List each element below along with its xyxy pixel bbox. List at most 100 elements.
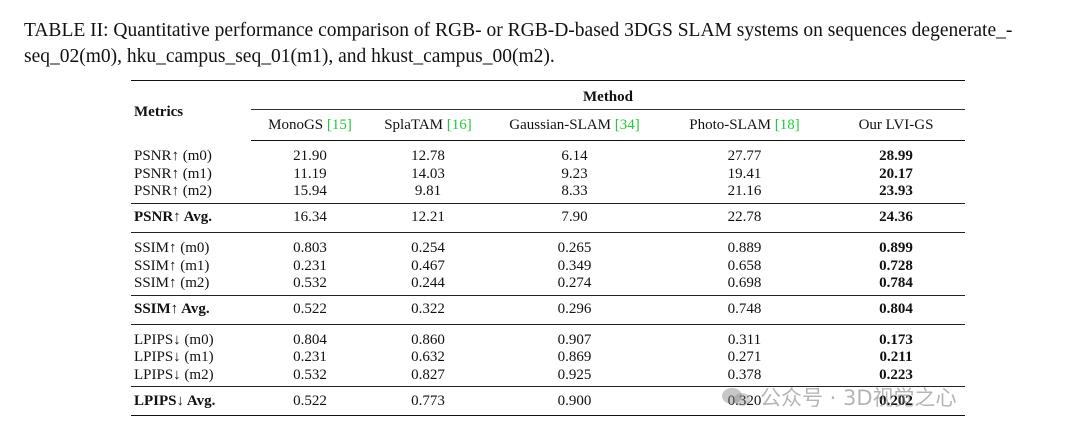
value-cell: 11.19 <box>293 165 327 182</box>
value-cell: 0.311 <box>727 331 762 348</box>
average-value-cell: 0.748 <box>662 295 827 325</box>
value-cell: 0.658 <box>727 257 762 274</box>
table-row: PSNR↑ (m0) 21.90 12.78 6.14 27.77 28.99 <box>131 141 965 166</box>
value-cell: 0.889 <box>727 240 762 257</box>
metric-label: PSNR↑ (m1) <box>134 165 212 182</box>
value-cell: 0.265 <box>557 240 592 257</box>
table-row: LPIPS↓ (m0) 0.804 0.860 0.907 0.311 0.173 <box>131 324 965 349</box>
value-cell: 0.231 <box>293 257 327 274</box>
metrics-header: Metrics <box>131 80 251 141</box>
average-value-cell: 24.36 <box>827 203 965 233</box>
average-row: PSNR↑ Avg. 16.34 12.21 7.90 22.78 24.36 <box>131 203 965 233</box>
metric-label: LPIPS↓ (m2) <box>131 366 251 388</box>
average-label: LPIPS↓ Avg. <box>131 386 251 417</box>
average-value-cell: 0.296 <box>487 295 662 325</box>
value-cell: 0.907 <box>557 331 592 348</box>
value-cell: 27.77 <box>727 148 762 165</box>
metric-label: SSIM↑ (m0) <box>134 240 210 257</box>
value-cell: 9.23 <box>561 165 588 182</box>
table-row: PSNR↑ (m2) 15.94 9.81 8.33 21.16 23.93 <box>131 183 965 204</box>
metric-label: PSNR↑ (m2) <box>131 183 251 204</box>
value-cell: 0.211 <box>879 349 913 366</box>
method-name: Gaussian-SLAM <box>509 116 611 133</box>
average-value-cell: 0.773 <box>369 386 487 417</box>
average-value-cell: 12.21 <box>369 203 487 233</box>
value-cell: 8.33 <box>487 183 662 204</box>
value-cell: 6.14 <box>561 148 588 165</box>
value-cell: 20.17 <box>879 165 913 182</box>
method-name: MonoGS <box>268 116 324 133</box>
average-value-cell: 0.522 <box>251 386 369 417</box>
value-cell: 0.925 <box>487 366 662 388</box>
metric-label: LPIPS↓ (m1) <box>134 349 214 366</box>
value-cell: 0.378 <box>662 366 827 388</box>
method-column-header: Our LVI-GS <box>827 109 965 141</box>
method-column-header: Gaussian-SLAM [34] <box>487 109 662 141</box>
average-value-cell: 16.34 <box>251 203 369 233</box>
method-column-header: Photo-SLAM [18] <box>662 109 827 141</box>
value-cell: 0.532 <box>251 366 369 388</box>
value-cell: 0.231 <box>293 349 327 366</box>
value-cell: 14.03 <box>411 165 445 182</box>
value-cell: 0.467 <box>411 257 445 274</box>
citation-link[interactable]: [15] <box>326 116 352 133</box>
table-row: LPIPS↓ (m2) 0.532 0.827 0.925 0.378 0.223 <box>131 366 965 388</box>
value-cell: 21.16 <box>662 183 827 204</box>
table-row: SSIM↑ (m1) 0.231 0.467 0.349 0.658 0.728 <box>131 257 965 275</box>
value-cell: 0.244 <box>369 274 487 296</box>
method-column-header: SplaTAM [16] <box>369 109 487 141</box>
average-value-cell: 0.900 <box>487 386 662 417</box>
table-row: SSIM↑ (m0) 0.803 0.254 0.265 0.889 0.899 <box>131 232 965 257</box>
value-cell: 15.94 <box>251 183 369 204</box>
value-cell: 0.271 <box>727 349 762 366</box>
value-cell: 0.532 <box>251 274 369 296</box>
watermark: 公众号 · 3D视觉之心 <box>722 382 957 412</box>
method-name: Photo-SLAM <box>689 116 771 133</box>
value-cell: 0.899 <box>879 240 913 257</box>
metric-label: LPIPS↓ (m0) <box>134 331 214 348</box>
average-row: LPIPS↓ Avg. 0.522 0.773 0.900 0.320 0.202 <box>131 386 965 417</box>
metric-label: PSNR↑ (m0) <box>134 148 212 165</box>
average-value-cell: 0.320 <box>662 386 827 417</box>
metric-label: SSIM↑ (m2) <box>131 274 251 296</box>
citation-link[interactable]: [34] <box>614 116 640 133</box>
table-row: PSNR↑ (m1) 11.19 14.03 9.23 19.41 20.17 <box>131 166 965 184</box>
value-cell: 0.827 <box>369 366 487 388</box>
average-label: PSNR↑ Avg. <box>131 203 251 233</box>
value-cell: 0.254 <box>411 240 445 257</box>
watermark-text: 公众号 · 3D视觉之心 <box>760 386 957 410</box>
results-table-container: Metrics Method MonoGS [15] SplaTAM [16] Ga… <box>131 80 965 417</box>
value-cell: 0.274 <box>487 274 662 296</box>
value-cell: 23.93 <box>827 183 965 204</box>
value-cell: 0.223 <box>827 366 965 388</box>
value-cell: 0.349 <box>557 257 592 274</box>
table-caption: TABLE II: Quantitative performance compa… <box>24 20 1013 67</box>
value-cell: 12.78 <box>411 148 445 165</box>
value-cell: 0.632 <box>411 349 445 366</box>
citation-link[interactable]: [16] <box>446 116 472 133</box>
table-body: PSNR↑ (m0) 21.90 12.78 6.14 27.77 28.99 PSNR↑ … <box>131 141 965 417</box>
value-cell: 0.173 <box>879 331 913 348</box>
citation-link[interactable]: [18] <box>774 116 800 133</box>
average-value-cell: 7.90 <box>487 203 662 233</box>
average-value-cell: 0.202 <box>827 386 965 417</box>
value-cell: 0.698 <box>662 274 827 296</box>
metric-label: SSIM↑ (m1) <box>134 257 210 274</box>
value-cell: 19.41 <box>727 165 762 182</box>
value-cell: 0.869 <box>557 349 592 366</box>
method-column-header: MonoGS [15] <box>251 109 369 141</box>
average-value-cell: 0.804 <box>827 295 965 325</box>
value-cell: 0.860 <box>411 331 445 348</box>
value-cell: 9.81 <box>369 183 487 204</box>
method-header: Method <box>251 80 965 110</box>
value-cell: 28.99 <box>879 148 913 165</box>
average-value-cell: 0.522 <box>251 295 369 325</box>
method-name: SplaTAM <box>384 116 444 133</box>
method-name: Our LVI-GS <box>858 116 934 133</box>
methods-header-row: MonoGS [15] SplaTAM [16] Gaussian-SLAM [34… <box>131 109 965 141</box>
results-table: Metrics Method MonoGS [15] SplaTAM [16] Ga… <box>131 80 965 417</box>
average-value-cell: 0.322 <box>369 295 487 325</box>
average-label: SSIM↑ Avg. <box>131 295 251 325</box>
value-cell: 0.804 <box>293 331 327 348</box>
value-cell: 0.784 <box>827 274 965 296</box>
